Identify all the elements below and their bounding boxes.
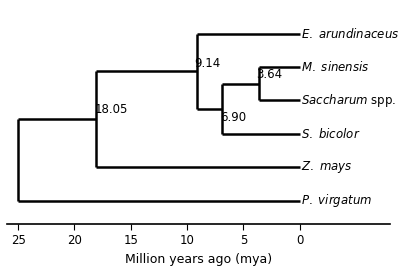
Text: $\it{M.}$ $\it{sinensis}$: $\it{M.}$ $\it{sinensis}$ <box>301 60 370 74</box>
Text: 18.05: 18.05 <box>94 103 128 116</box>
X-axis label: Million years ago (mya): Million years ago (mya) <box>125 253 272 266</box>
Text: $\it{E.}$ $\it{arundinaceus}$: $\it{E.}$ $\it{arundinaceus}$ <box>301 27 400 41</box>
Text: $\it{Saccharum}$ spp.: $\it{Saccharum}$ spp. <box>301 92 396 109</box>
Text: $\it{Z.}$ $\it{mays}$: $\it{Z.}$ $\it{mays}$ <box>301 159 353 175</box>
Text: 3.64: 3.64 <box>257 68 283 81</box>
Text: 6.90: 6.90 <box>220 111 246 123</box>
Text: 9.14: 9.14 <box>194 57 221 70</box>
Text: $\it{P.}$ $\it{virgatum}$: $\it{P.}$ $\it{virgatum}$ <box>301 192 373 209</box>
Text: $\it{S.}$ $\it{bicolor}$: $\it{S.}$ $\it{bicolor}$ <box>301 127 361 141</box>
